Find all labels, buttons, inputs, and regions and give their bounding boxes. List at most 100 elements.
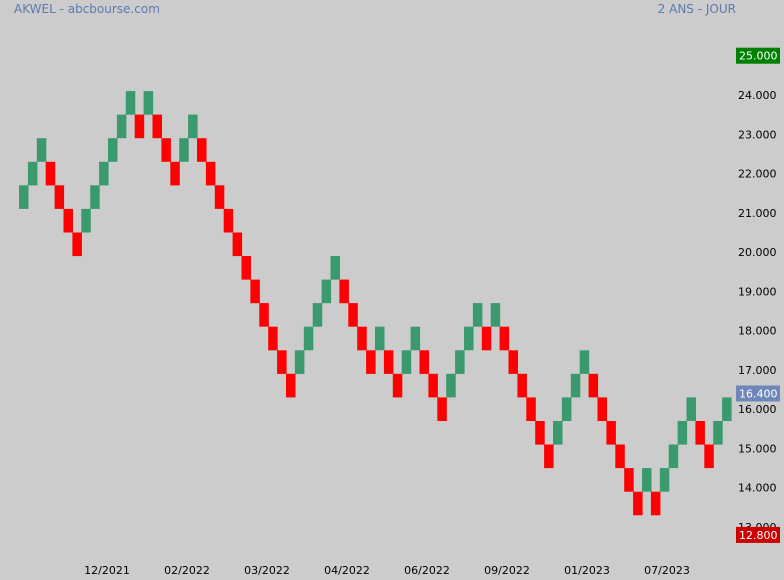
brick-up: [464, 326, 474, 351]
brick-up: [570, 373, 581, 398]
brick-up: [179, 138, 189, 162]
last-price-label: 16.400: [736, 385, 780, 402]
brick-up: [553, 421, 563, 445]
brick-up: [472, 303, 483, 327]
last-price-label-bg: [736, 385, 780, 402]
x-axis: 12/2021 02/2022 03/2022 04/2022 06/2022 09/20…: [84, 564, 690, 577]
x-tick-label: 07/2023: [644, 564, 690, 577]
brick-up: [642, 468, 652, 492]
brick-up: [561, 397, 572, 421]
brick-up: [81, 208, 91, 233]
brick-down: [392, 373, 403, 398]
brick-up: [143, 91, 154, 115]
brick-up: [659, 468, 670, 492]
brick-down: [597, 397, 607, 421]
x-tick-label: 06/2022: [404, 564, 450, 577]
brick-up: [410, 326, 421, 351]
brick-up: [686, 397, 696, 421]
brick-up: [303, 326, 314, 351]
brick-down: [250, 279, 260, 304]
brick-down: [152, 114, 162, 139]
bricks-layer: [19, 91, 732, 516]
brick-down: [45, 161, 56, 186]
y-tick-label: 23.000: [738, 128, 777, 141]
brick-down: [241, 256, 251, 280]
brick-up: [125, 91, 136, 115]
brick-down: [223, 208, 234, 233]
brick-up: [677, 421, 688, 445]
brick-up: [27, 161, 38, 186]
brick-down: [63, 208, 73, 233]
x-tick-label: 03/2022: [244, 564, 290, 577]
brick-up: [579, 350, 590, 374]
brick-up: [446, 373, 456, 398]
y-tick-label: 21.000: [738, 207, 777, 220]
brick-up: [668, 444, 679, 469]
brick-up: [455, 350, 465, 374]
brick-down: [588, 373, 599, 398]
brick-up: [36, 138, 47, 162]
brick-down: [615, 444, 625, 469]
y-tick-label: 22.000: [738, 168, 777, 181]
brick-up: [116, 114, 127, 139]
brick-down: [437, 397, 447, 421]
brick-down: [277, 350, 287, 374]
y-tick-label: 16.000: [738, 403, 777, 416]
y-tick-label: 14.000: [738, 482, 777, 495]
chart-period: 2 ANS - JOUR: [657, 2, 736, 16]
y-axis: 13.00014.00015.00016.00017.00018.00019.0…: [738, 89, 777, 534]
brick-down: [650, 491, 661, 516]
brick-down: [526, 397, 536, 421]
brick-down: [214, 185, 225, 209]
high-price-label-bg: [736, 47, 780, 64]
brick-down: [54, 185, 65, 209]
high-price-label: 25.000: [736, 47, 780, 64]
brick-down: [633, 491, 643, 516]
brick-down: [197, 138, 207, 162]
brick-down: [205, 161, 216, 186]
chart-title: AKWEL - abcbourse.com: [14, 2, 160, 16]
y-tick-label: 15.000: [738, 443, 777, 456]
y-tick-label: 19.000: [738, 285, 777, 298]
brick-down: [339, 279, 349, 304]
brick-up: [401, 350, 412, 374]
brick-down: [481, 326, 492, 351]
brick-down: [383, 350, 394, 374]
low-price-label: 12.800: [736, 526, 780, 543]
brick-up: [188, 114, 198, 139]
brick-up: [90, 185, 100, 209]
brick-down: [695, 421, 705, 445]
y-tick-label: 24.000: [738, 89, 777, 102]
y-tick-label: 17.000: [738, 364, 777, 377]
brick-down: [419, 350, 429, 374]
brick-down: [357, 326, 367, 351]
brick-down: [286, 373, 296, 398]
x-tick-label: 01/2023: [564, 564, 610, 577]
brick-down: [535, 421, 545, 445]
brick-up: [99, 161, 109, 186]
brick-up: [713, 421, 723, 445]
x-tick-label: 02/2022: [164, 564, 210, 577]
brick-up: [375, 326, 385, 351]
brick-up: [321, 279, 332, 304]
brick-down: [232, 232, 243, 257]
x-tick-label: 09/2022: [484, 564, 530, 577]
brick-down: [428, 373, 438, 398]
brick-up: [330, 256, 340, 280]
brick-down: [544, 444, 554, 469]
brick-down: [72, 232, 82, 257]
brick-up: [722, 397, 732, 421]
brick-down: [606, 421, 616, 445]
x-tick-label: 12/2021: [84, 564, 130, 577]
brick-up: [490, 303, 501, 327]
brick-down: [134, 114, 145, 139]
brick-down: [499, 326, 510, 351]
y-tick-label: 20.000: [738, 246, 777, 259]
brick-down: [161, 138, 171, 162]
brick-down: [624, 468, 634, 492]
brick-up: [312, 303, 323, 327]
x-tick-label: 04/2022: [324, 564, 370, 577]
low-price-label-bg: [736, 526, 780, 543]
